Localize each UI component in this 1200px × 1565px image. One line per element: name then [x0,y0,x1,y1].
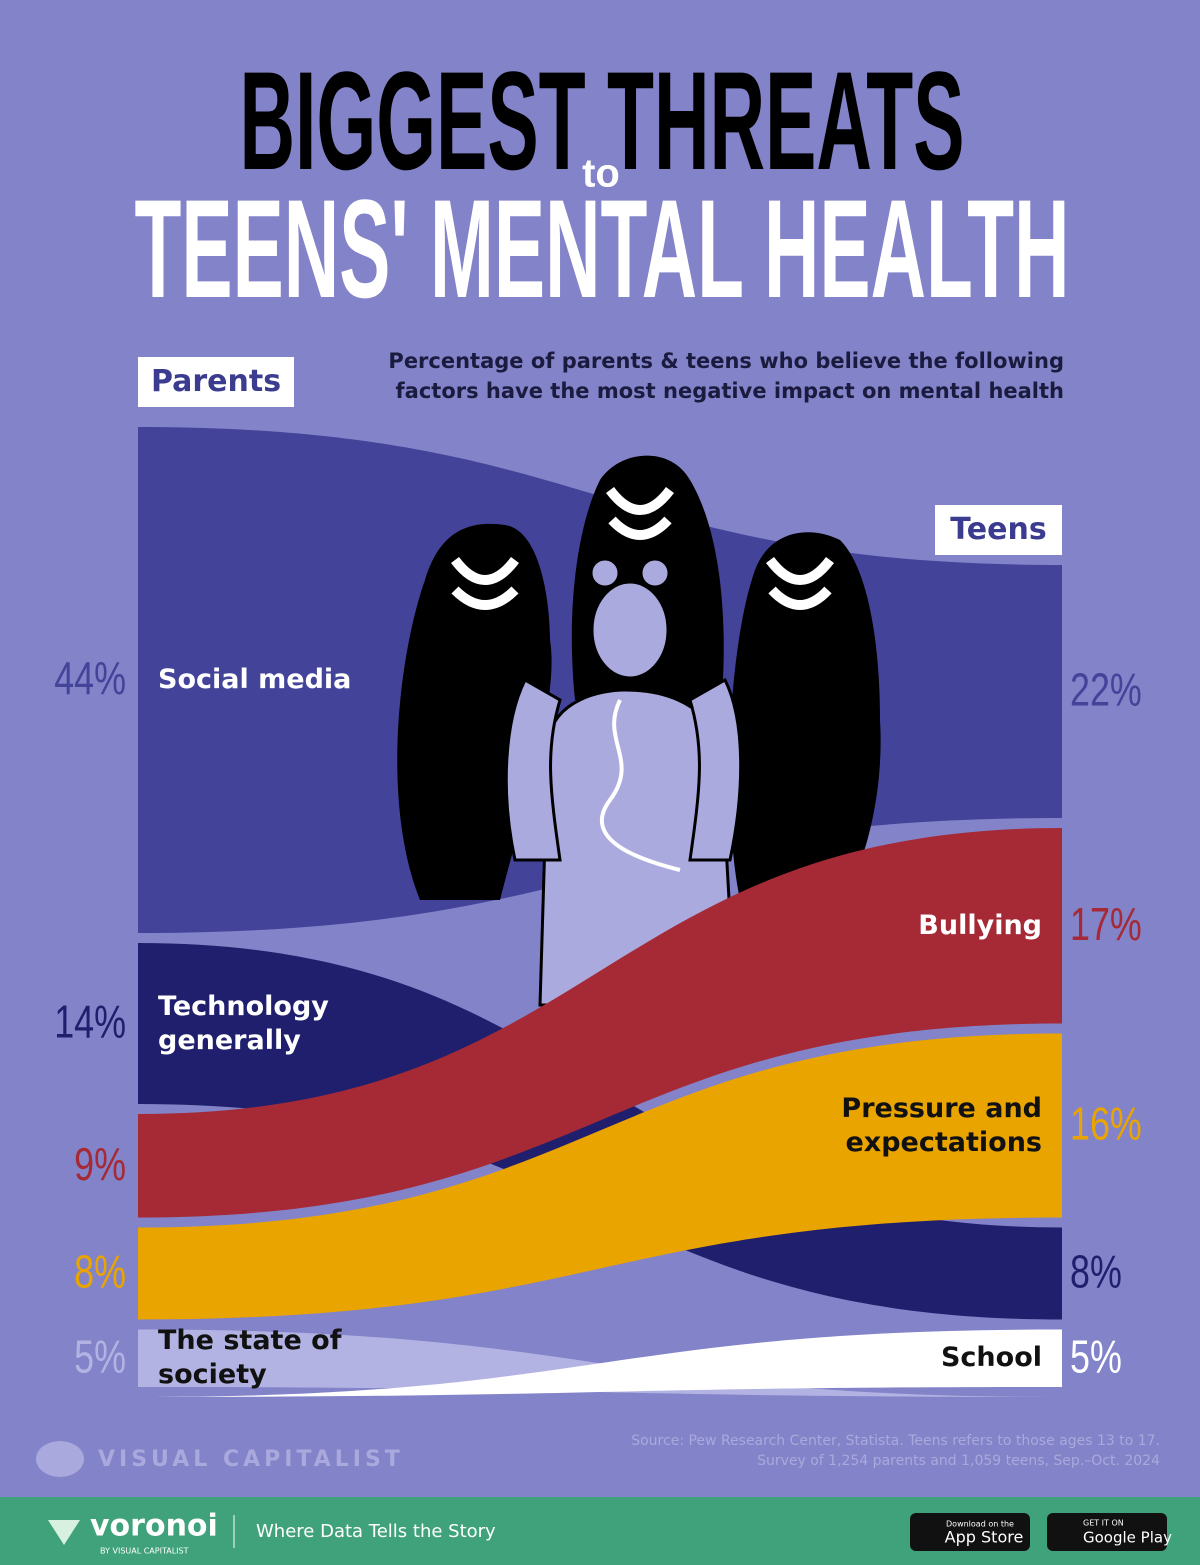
source: Source: Pew Research Center, Statista. T… [631,1433,1160,1449]
app-store-text: App Store [945,1528,1024,1547]
google-play-button[interactable] [1047,1513,1167,1551]
value-label: 16% [1070,1098,1142,1149]
brand: VISUAL CAPITALIST [98,1447,404,1472]
value-label-group: 8% [1070,1246,1122,1297]
ghost-face [606,486,674,540]
value-label: 22% [1070,664,1142,715]
value-label: 5% [74,1331,126,1382]
value-label: 5% [1070,1331,1122,1382]
value-label: 14% [54,996,126,1047]
series-name: School [940,1342,1042,1374]
series-name: Social media [158,664,352,695]
value-label: 17% [1070,899,1142,950]
google-play-text: Google Play [1083,1529,1172,1547]
title-line-2: TEENS' MENTAL HEALTH [135,170,1070,327]
series-name: Pressure and expectations [841,1092,1042,1158]
teens-label: Teens [935,505,1062,555]
girl-bun [639,557,671,589]
voronoi: voronoi [90,1509,218,1544]
series-name: Technology generally [158,990,329,1056]
value-label-group: 22% [1070,664,1142,715]
ribbon [138,1329,1062,1397]
source: Survey of 1,254 parents and 1,059 teens,… [757,1453,1160,1469]
parents-label: Parents [138,357,294,407]
girl-bun [589,557,621,589]
ribbon [138,828,1062,1218]
value-label-group: 8% [74,1246,126,1297]
value-labels: 44% 22% 14% 8% 9% 17% 8% 16% 5% 5% [54,653,1142,1383]
value-label-group: 44% [54,653,126,704]
girl-arm [688,677,743,862]
subtitle: Percentage of parents & teens who believ… [388,349,1064,403]
ghost-face [451,556,519,610]
girl-head [590,580,670,680]
value-label: 8% [74,1246,126,1297]
value-label-group: 17% [1070,899,1142,950]
series-name: Bullying [918,909,1042,941]
title-connector: to [582,152,620,196]
value-label-group: 16% [1070,1098,1142,1149]
logo-mark [36,1441,84,1477]
google-play-small: GET IT ON [1083,1519,1124,1528]
girl-arm [504,677,562,862]
value-label: 9% [74,1139,126,1190]
title-line-1: BIGGEST THREATS [240,42,965,199]
vc-logo [36,1441,84,1477]
girl-scribble [600,699,681,872]
value-label-group: 5% [1070,1331,1122,1382]
value-label: 44% [54,653,126,704]
ghost [729,532,881,900]
voronoi-by: BY VISUAL CAPITALIST [100,1547,189,1556]
tagline: Where Data Tells the Story [256,1521,496,1542]
ribbons-front [138,828,1062,1397]
value-label-group: 14% [54,996,126,1047]
voronoi-logo [48,1520,80,1545]
value-label: 8% [1070,1246,1122,1297]
ghost-face [766,556,834,610]
value-label-group: 9% [74,1139,126,1190]
series-name: The state of society [158,1325,342,1391]
app-store-small: Download on the [946,1520,1014,1529]
app-store-button[interactable] [910,1513,1030,1551]
ribbon [138,1033,1062,1320]
value-label-group: 5% [74,1331,126,1382]
